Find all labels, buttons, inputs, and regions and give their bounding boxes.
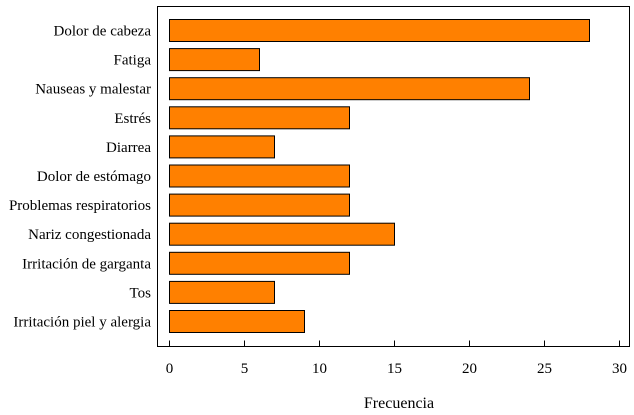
x-tick-label: 20 [462, 361, 477, 377]
bar-5 [169, 164, 350, 188]
category-label: Nariz congestionada [28, 227, 151, 243]
x-tick-label: 30 [612, 361, 627, 377]
x-axis-title: Frecuencia [364, 395, 434, 412]
category-label: Dolor de cabeza [54, 24, 152, 40]
bar-3 [169, 106, 350, 130]
x-tick-label: 5 [241, 361, 249, 377]
bar-9 [169, 280, 275, 304]
x-tick-label: 0 [166, 361, 174, 377]
bar-0 [169, 19, 590, 42]
category-label: Problemas respiratorios [9, 198, 151, 214]
category-label: Nauseas y malestar [35, 82, 151, 98]
bar-10 [169, 310, 305, 333]
category-label: Fatiga [114, 53, 152, 69]
bar-8 [169, 251, 350, 275]
x-axis-tick-labels: 0 5 10 15 20 25 30 [166, 361, 627, 377]
bar-1 [169, 48, 260, 72]
x-tick-label: 15 [387, 361, 402, 377]
bars-group [169, 19, 590, 333]
x-tick-label: 25 [537, 361, 552, 377]
bar-4 [169, 135, 275, 159]
category-labels: Dolor de cabeza Fatiga Nauseas y malestar E… [9, 24, 151, 331]
x-axis-ticks [169, 340, 620, 347]
category-label: Dolor de estómago [37, 169, 151, 185]
category-label: Irritación de garganta [22, 256, 151, 272]
x-tick-label: 10 [312, 361, 327, 377]
bar-2 [169, 77, 530, 101]
plot-frame [157, 6, 630, 347]
bar-7 [169, 222, 395, 246]
category-label: Estrés [114, 111, 151, 127]
category-label: Tos [130, 285, 152, 301]
category-label: Diarrea [106, 140, 151, 156]
bar-6 [169, 193, 350, 217]
category-label: Irritación piel y alergia [13, 315, 151, 331]
